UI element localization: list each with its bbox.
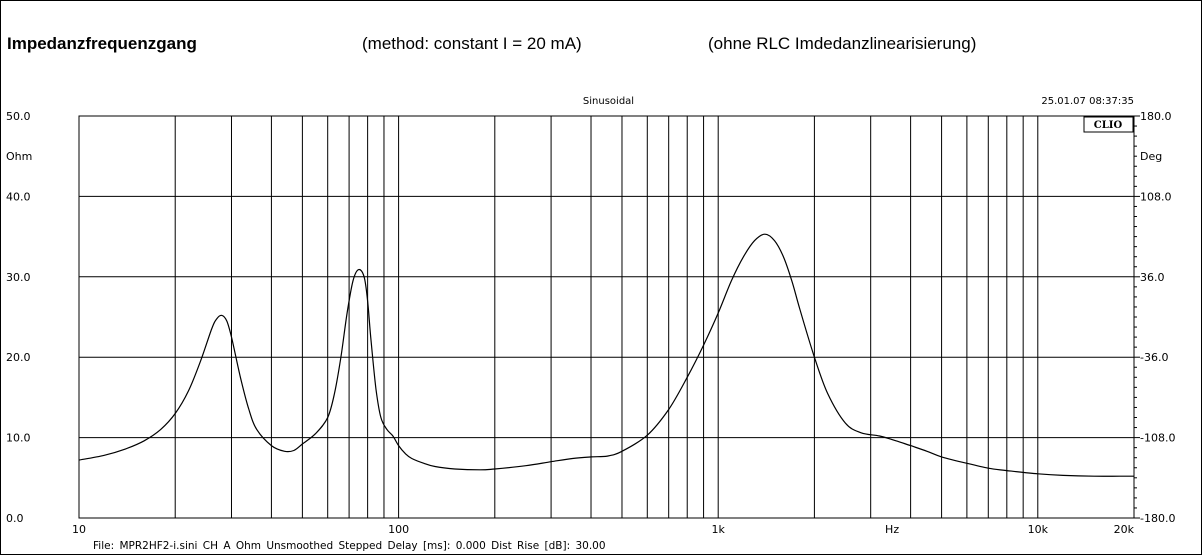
- y2-tick-label: -180.0: [1140, 512, 1175, 525]
- y2-tick-label: 36.0: [1140, 271, 1165, 284]
- y2-tick-label: 108.0: [1140, 190, 1172, 203]
- y2-tick-label: -108.0: [1140, 432, 1175, 445]
- x-tick-label: 1k: [712, 523, 726, 536]
- y2-tick-label: -36.0: [1140, 351, 1168, 364]
- x-axis-unit: Hz: [885, 523, 899, 536]
- chart-title: Sinusoidal: [583, 96, 634, 107]
- y-tick-label: 50.0: [6, 110, 31, 123]
- y2-tick-label: 180.0: [1140, 110, 1172, 123]
- method-note: (method: constant I = 20 mA): [362, 34, 582, 53]
- x-tick-label: 20k: [1114, 523, 1135, 536]
- chart-heading: Impedanzfrequenzgang: [7, 34, 197, 53]
- measurement-settings: File: MPR2HF2-i.sini CH A Ohm Unsmoothed…: [93, 540, 606, 552]
- y-tick-label: 40.0: [6, 190, 31, 203]
- y-tick-label: 30.0: [6, 271, 31, 284]
- linearisation-note: (ohne RLC Imdedanzlinearisierung): [708, 34, 977, 53]
- y-tick-label: 10.0: [6, 432, 31, 445]
- chart-grid: [79, 116, 1134, 518]
- impedance-curve: [78, 233, 1134, 477]
- logo-box: [1083, 116, 1134, 133]
- plot-area-border: [78, 115, 1135, 519]
- clio-logo: CLIO: [1094, 120, 1123, 131]
- axis-ticks: [1134, 115, 1140, 519]
- y-tick-label: 20.0: [6, 351, 31, 364]
- axis-tick-labels: 0.0 10.0 20.0 30.0 40.0 50.0 -180.0 -108.0 -36.0…: [6, 110, 1175, 536]
- chart-timestamp: 25.01.07 08:37:35: [1041, 96, 1134, 107]
- x-tick-label: 100: [388, 523, 409, 536]
- y-tick-label: 0.0: [6, 512, 24, 525]
- x-tick-label: 10: [72, 523, 86, 536]
- y2-axis-unit: Deg: [1140, 150, 1162, 163]
- y-axis-unit: Ohm: [6, 150, 32, 163]
- x-tick-label: 10k: [1028, 523, 1049, 536]
